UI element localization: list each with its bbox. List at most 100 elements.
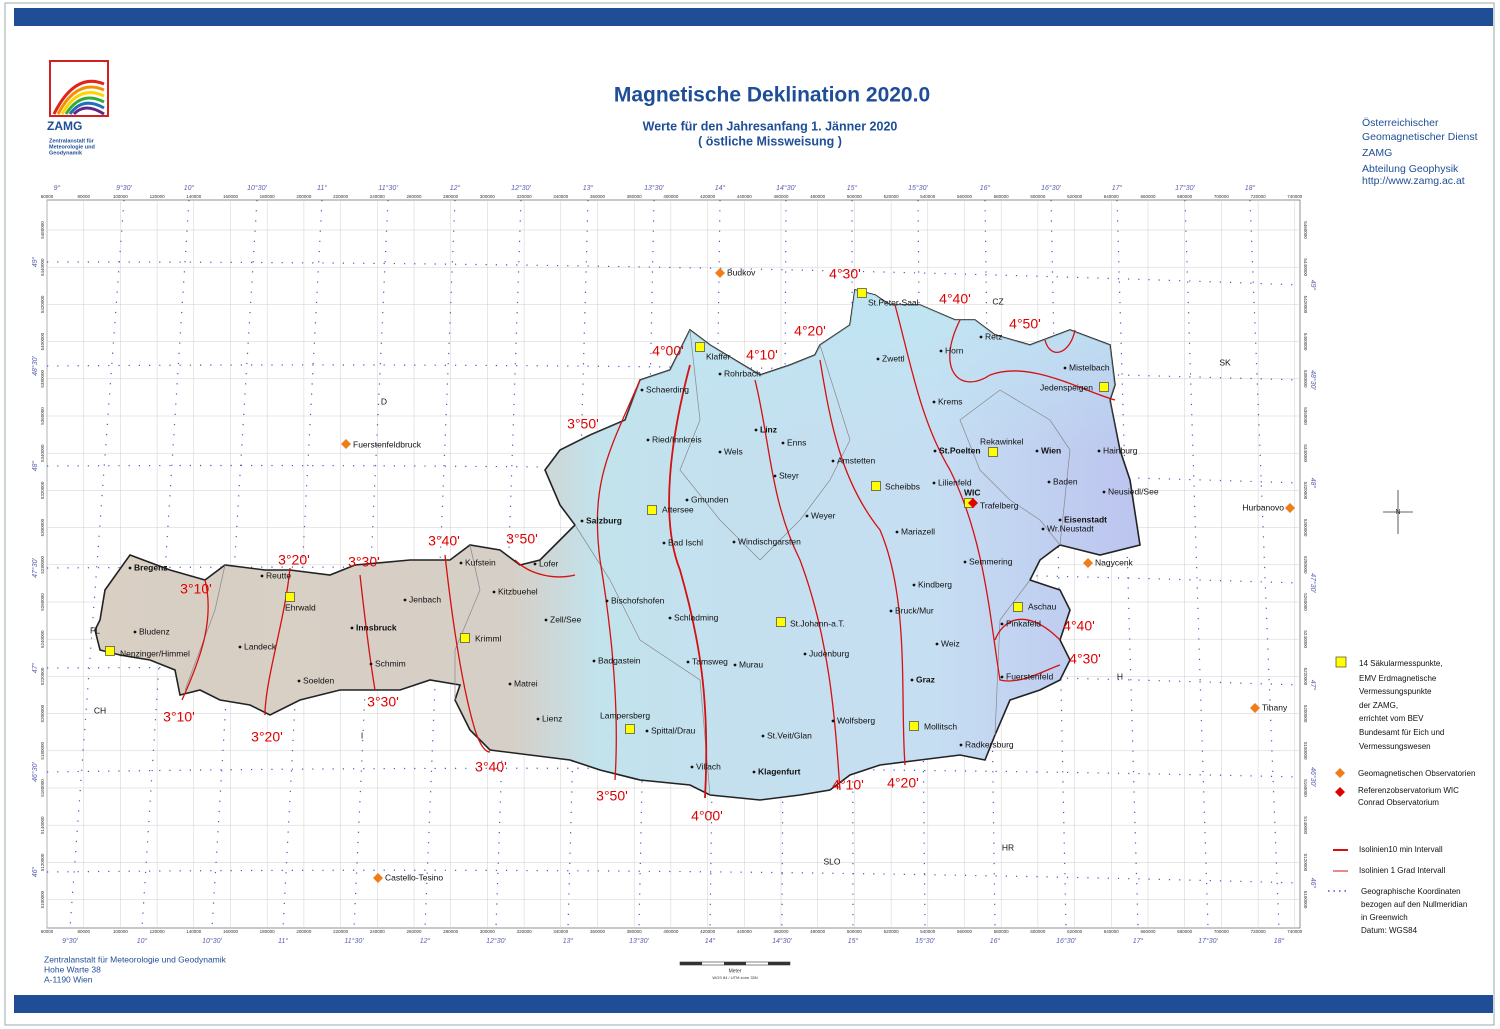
easting-label: 300000 — [480, 194, 496, 199]
isoline — [359, 574, 376, 691]
isoline — [514, 559, 576, 578]
longitude-label: 12° — [420, 937, 431, 945]
secular-label: St.Peter-Saal — [868, 297, 919, 307]
northing-label: 5300000 — [1303, 519, 1308, 537]
northing-label: 5200000 — [1303, 705, 1308, 723]
town-dot — [686, 660, 690, 664]
town-label: Semmering — [969, 556, 1013, 566]
longitude-label: 13° — [563, 937, 574, 945]
town-label: Baden — [1053, 476, 1078, 486]
town-dot — [933, 449, 937, 453]
town-label: Krems — [938, 396, 963, 406]
easting-label: 600000 — [1030, 194, 1046, 199]
secular-point — [1013, 602, 1023, 612]
town-dot — [876, 357, 880, 361]
town-label: Wolfsberg — [837, 715, 875, 725]
observatory — [1250, 703, 1260, 713]
latitude-label: 47°30' — [1309, 573, 1317, 593]
town-label: Kitzbuehel — [498, 586, 538, 596]
easting-label: 740000 — [1287, 929, 1303, 934]
isoline — [994, 618, 1061, 641]
town-dot — [459, 561, 463, 565]
town-label: Wr.Neustadt — [1047, 523, 1094, 533]
northing-label: 5300000 — [40, 518, 45, 536]
logo: ZAMG Zentralanstalt für Meteorologie und… — [47, 60, 109, 156]
easting-label: 440000 — [737, 929, 753, 934]
longitude-label: 16° — [980, 184, 991, 192]
legend-text: Datum: WGS84 — [1361, 926, 1418, 935]
easting-label: 180000 — [260, 194, 276, 199]
observatory — [715, 268, 725, 278]
easting-label: 460000 — [773, 929, 789, 934]
easting-label: 400000 — [663, 929, 679, 934]
title: Magnetische Deklination 2020.0 — [614, 84, 930, 107]
northing-label: 5180000 — [1303, 742, 1308, 760]
secular-label: Nenzinger/Himmel — [120, 648, 190, 658]
easting-label: 500000 — [847, 194, 863, 199]
easting-label: 340000 — [553, 929, 569, 934]
easting-label: 360000 — [590, 194, 606, 199]
northing-label: 5340000 — [1303, 444, 1308, 462]
town-dot — [297, 679, 301, 683]
longitude-label: 13°30' — [629, 937, 649, 945]
secular-label: Aschau — [1028, 601, 1057, 611]
town-label: Wels — [724, 446, 743, 456]
legend-text: Referenzobservatorium WIC — [1358, 786, 1459, 795]
easting-label: 260000 — [406, 194, 422, 199]
town-label: Landeck — [244, 641, 277, 651]
country-label: CZ — [992, 296, 1003, 306]
subtitle: Werte für den Jahresanfang 1. Jänner 202… — [643, 119, 898, 133]
country-label: SK — [1219, 357, 1231, 367]
northing-label: 5200000 — [40, 704, 45, 722]
easting-label: 300000 — [480, 929, 496, 934]
latitude-label: 46° — [1309, 878, 1317, 889]
isoline-label: 3°50' — [567, 416, 599, 432]
legend-square — [1335, 656, 1347, 668]
town-dot — [580, 519, 584, 523]
town-label: Hainburg — [1103, 445, 1138, 455]
town-dot — [1041, 527, 1045, 531]
town-dot — [959, 743, 963, 747]
northing-label: 5140000 — [40, 816, 45, 834]
longitude-label: 12°30' — [511, 184, 531, 192]
longitude-label: 10°30' — [202, 937, 222, 945]
isoline — [754, 379, 841, 791]
easting-label: 680000 — [1177, 194, 1193, 199]
town-label: Weyer — [811, 510, 836, 520]
town-dot — [592, 659, 596, 663]
easting-label: 720000 — [1251, 194, 1267, 199]
secular-label: Klaffer — [706, 351, 731, 361]
logo-frame — [49, 60, 109, 117]
secular-point — [1099, 382, 1109, 392]
town-dot — [662, 541, 666, 545]
town-label: Bruck/Mur — [895, 605, 934, 615]
town-dot — [1102, 490, 1106, 494]
isoline-label: 3°30' — [367, 694, 399, 710]
longitude-label: 15° — [847, 184, 858, 192]
easting-label: 560000 — [957, 194, 973, 199]
isoline-label: 3°30' — [348, 554, 380, 570]
town-dot — [761, 734, 765, 738]
northing-label: 5180000 — [40, 742, 45, 760]
town-dot — [1058, 518, 1062, 522]
footer-line: A-1190 Wien — [44, 974, 93, 984]
longitude-label: 9° — [54, 184, 61, 192]
easting-label: 60000 — [41, 929, 54, 934]
northing-label: 5220000 — [1303, 668, 1308, 686]
longitude-label: 11°30' — [344, 937, 364, 945]
observatory-label: Hurbanovo — [1242, 502, 1284, 512]
easting-label: 620000 — [1067, 929, 1083, 934]
town-label: Schmim — [375, 658, 406, 668]
country-label: FL — [90, 625, 100, 635]
northing-label: 5320000 — [40, 481, 45, 499]
town-dot — [754, 428, 758, 432]
country-label: HR — [1002, 842, 1014, 852]
secular-label: Trafelberg — [980, 500, 1019, 510]
town-label: Wien — [1041, 445, 1061, 455]
northing-label: 5420000 — [1303, 296, 1308, 314]
legend-text: Bundesamt für Eich und — [1359, 728, 1444, 737]
easting-label: 60000 — [41, 194, 54, 199]
town-dot — [533, 562, 537, 566]
town-label: Linz — [760, 424, 777, 434]
